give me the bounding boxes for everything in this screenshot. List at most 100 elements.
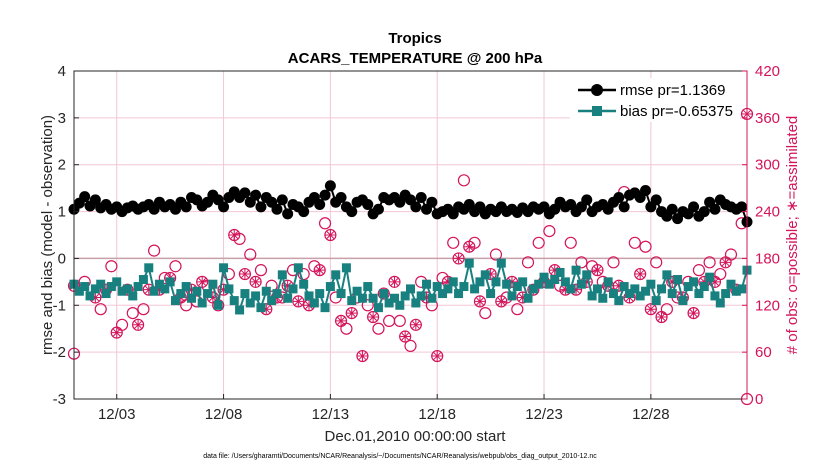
bias-point	[331, 270, 341, 280]
bias-point	[128, 291, 138, 301]
obs-assimilated-star	[154, 284, 165, 295]
y-axis-label: rmse and bias (model - observation)	[39, 115, 56, 355]
obs-assimilated-star	[207, 292, 218, 303]
obs-assimilated-star	[261, 304, 272, 315]
obs-assimilated-ring	[708, 275, 722, 288]
obs-assimilated-marker	[644, 303, 657, 316]
obs-possible-marker	[372, 322, 385, 335]
bias-point	[566, 284, 576, 294]
obs-possible-marker	[543, 224, 556, 238]
bias-point	[619, 282, 629, 292]
bias-point	[325, 282, 335, 292]
rmse-point	[362, 199, 374, 211]
obs-assimilated-ring	[324, 228, 337, 242]
obs-assimilated-marker	[399, 330, 412, 343]
rmse-point	[415, 192, 427, 204]
bias-point	[518, 277, 528, 287]
bias-point	[512, 282, 522, 292]
bias-point	[592, 284, 602, 294]
obs-assimilated-star	[336, 315, 347, 326]
bias-point	[715, 298, 725, 308]
obs-assimilated-star	[592, 265, 603, 276]
y-right-tick-label: 60	[755, 344, 772, 361]
obs-assimilated-star	[304, 300, 315, 311]
obs-assimilated-star	[133, 319, 144, 330]
y-tick-label: 4	[58, 63, 66, 80]
obs-assimilated-star	[293, 296, 304, 307]
legend-bias-label: bias pr=-0.65375	[620, 103, 733, 120]
bias-point	[122, 284, 132, 294]
obs-assimilated-marker	[708, 275, 722, 288]
bias-point	[726, 279, 736, 289]
bias-point	[454, 289, 464, 299]
bias-point	[705, 272, 715, 282]
rmse-point	[218, 201, 230, 213]
obs-assimilated-star	[442, 276, 453, 287]
obs-possible-marker	[457, 174, 471, 187]
obs-possible-marker	[393, 314, 406, 328]
bias-point	[651, 296, 661, 306]
rmse-point	[698, 206, 710, 218]
bias-point	[229, 296, 239, 306]
obs-assimilated-star	[464, 241, 475, 252]
obs-possible-marker	[265, 279, 278, 292]
obs-possible-marker	[94, 303, 107, 316]
obs-assimilated-marker	[431, 349, 444, 363]
bias-point	[560, 277, 570, 287]
bias-point	[165, 277, 175, 287]
obs-assimilated-marker	[110, 326, 123, 339]
y-right-tick-label: 180	[755, 250, 780, 267]
obs-assimilated-star	[474, 296, 485, 307]
obs-assimilated-marker	[249, 275, 262, 288]
bias-point	[427, 293, 437, 303]
obs-possible-marker	[297, 267, 310, 281]
obs-possible-marker	[489, 248, 503, 261]
bias-point	[138, 275, 148, 285]
rmse-point	[640, 184, 652, 196]
bias-point	[283, 293, 293, 303]
bias-point	[411, 298, 421, 308]
legend-rmse-label: rmse pr=1.1369	[620, 82, 725, 99]
y-right-tick-label: 300	[755, 157, 780, 174]
obs-assimilated-ring	[249, 275, 262, 288]
rmse-point	[613, 192, 625, 204]
data-file-footnote: data file: /Users/gharamti/Documents/NCA…	[203, 453, 597, 460]
bias-point	[699, 282, 709, 292]
obs-assimilated-ring	[591, 264, 604, 277]
obs-possible-marker	[447, 236, 460, 249]
bias-point	[149, 286, 159, 296]
obs-assimilated-ring	[388, 275, 401, 288]
bias-point	[646, 279, 656, 289]
obs-assimilated-star	[250, 276, 261, 287]
obs-assimilated-ring	[292, 295, 305, 308]
bias-point	[470, 284, 480, 294]
obs-possible-marker	[361, 299, 374, 312]
bias-point	[448, 277, 458, 287]
rmse-point	[581, 194, 593, 206]
bias-point	[80, 282, 90, 292]
bias-point	[624, 289, 634, 299]
obs-assimilated-marker	[196, 275, 209, 288]
obs-assimilated-marker	[292, 295, 305, 308]
x-tick-label: 12/28	[632, 406, 670, 423]
obs-assimilated-star	[357, 351, 368, 362]
bias-point	[400, 291, 410, 301]
obs-possible-marker	[105, 260, 118, 273]
obs-assimilated-star	[645, 304, 656, 315]
bias-point	[614, 296, 624, 306]
bias-point	[571, 265, 581, 275]
y-right-tick-label: 420	[755, 63, 780, 80]
obs-assimilated-ring	[356, 349, 369, 363]
bias-point	[416, 291, 426, 301]
obs-assimilated-star	[539, 276, 550, 287]
obs-assimilated-star	[282, 280, 293, 291]
y-right-tick-label: 240	[755, 204, 780, 221]
obs-assimilated-star	[571, 284, 582, 295]
obs-assimilated-marker	[334, 314, 348, 328]
obs-assimilated-marker	[131, 318, 145, 331]
legend-rmse-marker	[591, 84, 603, 96]
x-tick-label: 12/13	[312, 406, 350, 423]
obs-possible-marker	[244, 248, 257, 261]
bias-point	[683, 282, 693, 292]
bias-point	[208, 279, 218, 289]
